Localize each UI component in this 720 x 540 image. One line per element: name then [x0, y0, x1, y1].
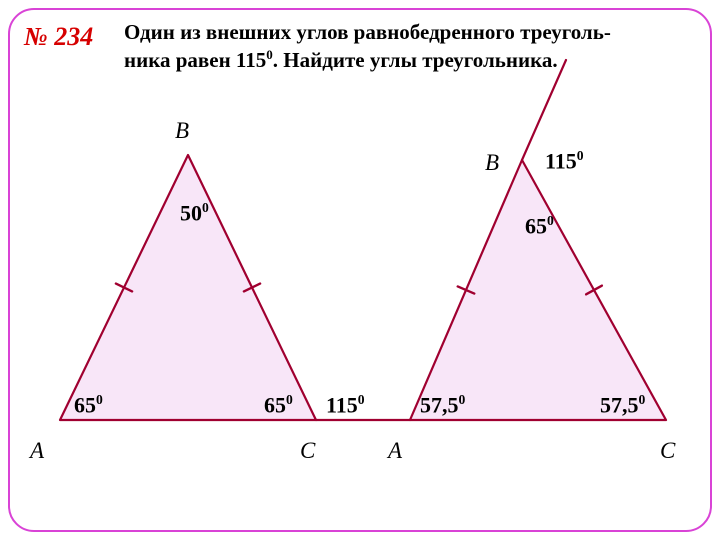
t1-vertex-B: B [175, 118, 189, 144]
t2-angle-baseA: 57,50 [420, 392, 465, 418]
problem-line2b: . Найдите углы треугольника. [273, 48, 558, 72]
problem-text: Один из внешних углов равнобедренного тр… [124, 18, 704, 75]
t1-angle-exterior: 1150 [326, 392, 365, 418]
t1-vertex-C: C [300, 438, 315, 464]
t1-angle-apex: 500 [180, 200, 209, 226]
t1-angle-baseC: 650 [264, 392, 293, 418]
t2-angle-apex: 650 [525, 213, 554, 239]
t2-vertex-A: A [388, 438, 402, 464]
t1-angle-baseA: 650 [74, 392, 103, 418]
problem-line2a: ника равен 115 [124, 48, 266, 72]
t2-vertex-C: C [660, 438, 675, 464]
t2-angle-baseC: 57,50 [600, 392, 645, 418]
problem-number-text: № 234 [24, 22, 93, 51]
t1-vertex-A: A [30, 438, 44, 464]
problem-line1: Один из внешних углов равнобедренного тр… [124, 20, 611, 44]
problem-number: № 234 [24, 22, 93, 52]
t2-angle-exterior: 1150 [545, 148, 584, 174]
t2-vertex-B: B [485, 150, 499, 176]
